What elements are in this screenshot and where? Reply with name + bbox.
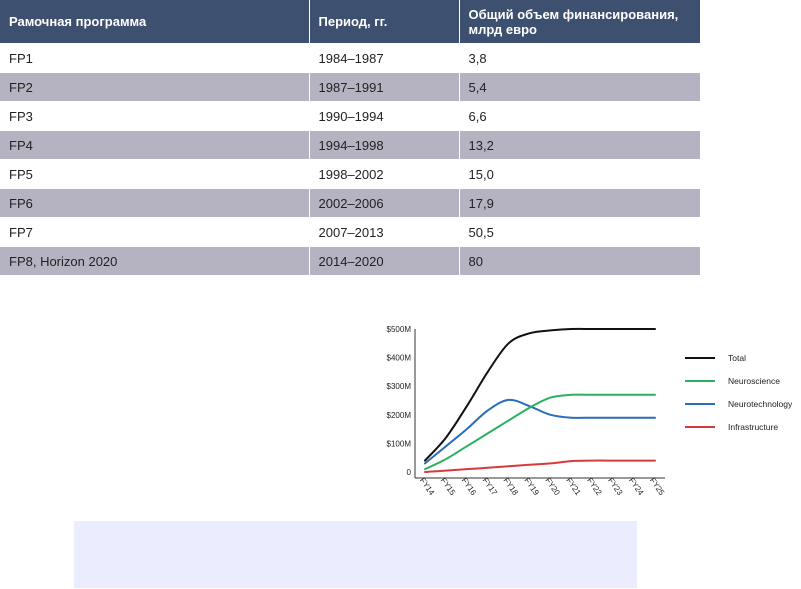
chart-series-lines — [424, 327, 656, 473]
table-row: FP2 1987–1991 5,4 — [0, 72, 700, 102]
chart-axes — [414, 329, 665, 479]
cell-funding: 50,5 — [458, 217, 700, 247]
series-line-neuroscience — [424, 393, 656, 471]
legend-label: Infrastructure — [728, 422, 778, 432]
legend-label: Neurotechnology — [728, 399, 793, 409]
x-tick-label: FY17 — [481, 476, 500, 497]
cell-period: 1998–2002 — [308, 159, 459, 189]
cell-period: 1994–1998 — [308, 130, 459, 160]
table-row: FP8, Horizon 2020 2014–2020 80 — [0, 246, 700, 275]
table-row: FP7 2007–2013 50,5 — [0, 217, 700, 247]
cell-funding: 13,2 — [458, 130, 700, 160]
x-tick-label: FY18 — [502, 476, 521, 497]
cell-period: 1987–1991 — [308, 72, 459, 102]
x-tick-label: FY23 — [606, 476, 625, 497]
empty-panel — [74, 521, 637, 588]
cell-program: FP4 — [0, 130, 309, 160]
cell-funding: 17,9 — [458, 188, 700, 218]
x-tick-label: FY15 — [439, 476, 458, 497]
legend-label: Total — [728, 353, 746, 363]
cell-program: FP6 — [0, 188, 309, 218]
header-program: Рамочная программа — [0, 0, 309, 44]
cell-period: 1990–1994 — [308, 101, 459, 131]
y-tick-label: 0 — [407, 468, 412, 477]
legend-label: Neuroscience — [728, 376, 780, 386]
y-tick-label: $400M — [387, 354, 412, 363]
cell-funding: 5,4 — [458, 72, 700, 102]
header-funding: Общий объем финансирования, млрд евро — [458, 0, 700, 44]
chart-legend: Total Neuroscience Neurotechnology Infrastr… — [685, 353, 793, 432]
x-tick-label: FY22 — [585, 476, 604, 497]
x-tick-label: FY14 — [418, 476, 437, 497]
cell-period: 2002–2006 — [308, 188, 459, 218]
y-tick-label: $200M — [387, 411, 412, 420]
cell-program: FP5 — [0, 159, 309, 189]
cell-program: FP3 — [0, 101, 309, 131]
header-period: Период, гг. — [308, 0, 459, 44]
x-tick-label: FY25 — [648, 476, 667, 497]
table-header-row: Рамочная программа Период, гг. Общий объ… — [0, 0, 700, 44]
y-tick-label: $100M — [387, 439, 412, 448]
framework-programs-table: Рамочная программа Период, гг. Общий объ… — [0, 0, 700, 275]
x-tick-label: FY20 — [543, 476, 562, 497]
table-row: FP5 1998–2002 15,0 — [0, 159, 700, 189]
series-line-infrastructure — [424, 459, 656, 473]
cell-period: 2014–2020 — [308, 246, 459, 275]
y-tick-label: $500M — [387, 325, 412, 334]
cell-period: 1984–1987 — [308, 43, 459, 73]
cell-funding: 15,0 — [458, 159, 700, 189]
cell-period: 2007–2013 — [308, 217, 459, 247]
x-tick-label: FY19 — [522, 476, 541, 497]
table-row: FP1 1984–1987 3,8 — [0, 43, 700, 73]
cell-funding: 3,8 — [458, 43, 700, 73]
x-tick-label: FY24 — [627, 476, 646, 497]
series-line-neurotechnology — [424, 398, 656, 465]
table-row: FP3 1990–1994 6,6 — [0, 101, 700, 131]
x-tick-label: FY16 — [460, 476, 479, 497]
cell-funding: 80 — [458, 246, 700, 275]
cell-funding: 6,6 — [458, 101, 700, 131]
cell-program: FP2 — [0, 72, 309, 102]
x-tick-label: FY21 — [564, 476, 583, 497]
y-tick-label: $300M — [387, 382, 412, 391]
cell-program: FP8, Horizon 2020 — [0, 246, 309, 275]
table-row: FP4 1994–1998 13,2 — [0, 130, 700, 160]
series-line-total — [424, 327, 656, 462]
cell-program: FP7 — [0, 217, 309, 247]
table-row: FP6 2002–2006 17,9 — [0, 188, 700, 218]
cell-program: FP1 — [0, 43, 309, 73]
